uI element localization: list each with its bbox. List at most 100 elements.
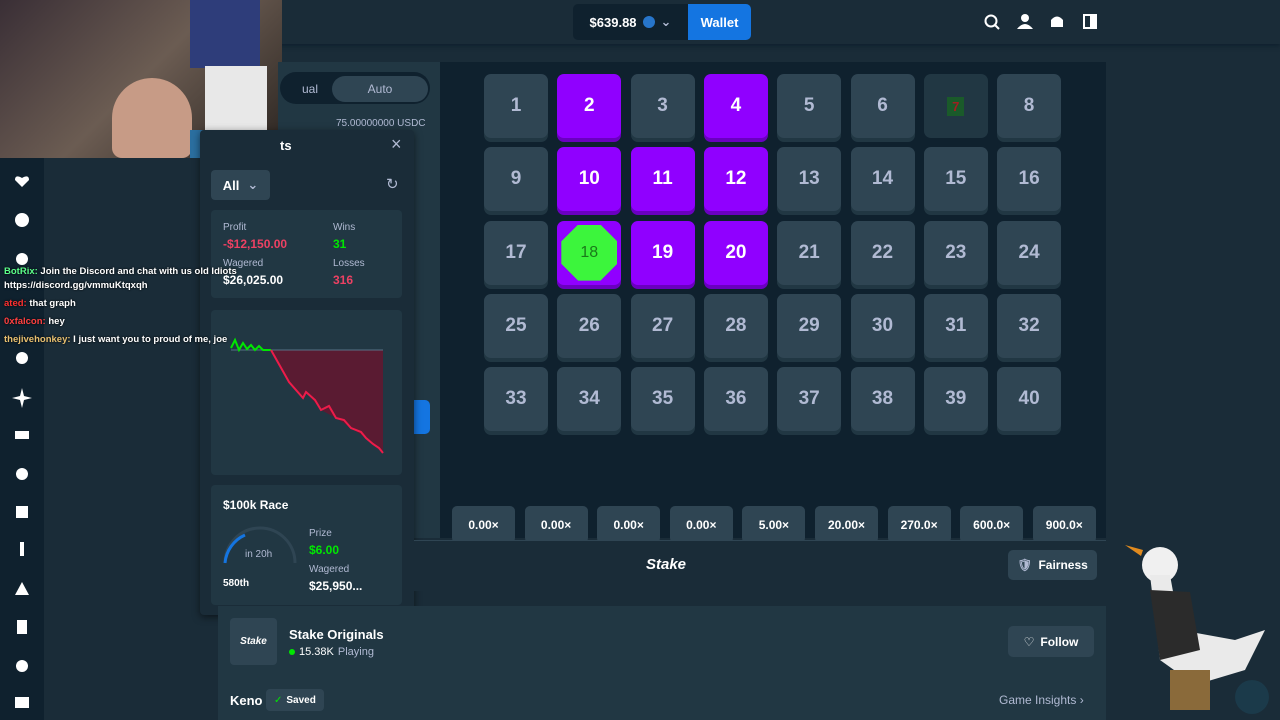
chat-user: ated: xyxy=(4,298,27,309)
profit: -$12,150.00 xyxy=(223,237,288,251)
tile-label: 3 xyxy=(657,95,668,116)
tab-manual[interactable]: ual xyxy=(301,82,318,96)
wins: 31 xyxy=(333,237,347,251)
filter-label: All xyxy=(222,177,240,193)
keno-tile[interactable]: 26 xyxy=(557,293,622,358)
chat-user: BotRix: xyxy=(4,266,38,277)
keno-tile[interactable]: 23 xyxy=(923,220,988,285)
balance[interactable]: $639.88 ⌄ xyxy=(573,4,688,40)
payout: 0.00× xyxy=(452,506,515,543)
keno-tile[interactable]: 40 xyxy=(997,367,1062,432)
chat-user: thejivehonkey: xyxy=(4,334,71,345)
saved-badge[interactable]: ✓ Saved xyxy=(266,689,324,711)
provider-name[interactable]: Stake Originals xyxy=(289,627,384,642)
chat-overlay: BotRix: Join the Discord and chat with u… xyxy=(0,266,260,356)
tile-label: 31 xyxy=(945,314,967,336)
keno-tile[interactable]: 6 xyxy=(850,74,915,138)
keno-tile[interactable]: 4 xyxy=(703,74,768,138)
keno-tile[interactable]: 21 xyxy=(777,220,842,285)
webcam-box xyxy=(190,0,260,68)
tile-label: 27 xyxy=(652,314,674,336)
stake-logo: Stake xyxy=(646,556,687,573)
keno-tile[interactable]: 34 xyxy=(557,367,622,432)
chat-line: 0xfalcon: hey xyxy=(4,316,65,327)
game-insights[interactable]: Game Insights › xyxy=(999,693,1084,707)
tile-label: 11 xyxy=(652,168,673,190)
chat-line: ated: that graph xyxy=(4,298,76,309)
tile-label: 22 xyxy=(871,241,894,263)
wagered-label: Wagered xyxy=(223,258,264,269)
tile-label: 12 xyxy=(725,168,747,190)
stats-filter[interactable]: All ⌄ xyxy=(211,170,270,200)
tile-label: 5 xyxy=(803,95,815,116)
keno-tile[interactable]: 14 xyxy=(850,147,915,212)
keno-tile[interactable]: 15 xyxy=(923,147,988,212)
tile-label: 10 xyxy=(578,168,600,190)
keno-tile[interactable]: 16 xyxy=(997,147,1062,212)
keno-tile[interactable]: 27 xyxy=(630,293,695,358)
keno-tile[interactable]: 17 xyxy=(484,220,548,285)
tile-label: 16 xyxy=(1018,168,1040,190)
race-title[interactable]: $100k Race xyxy=(223,498,289,512)
insights-label: Game Insights xyxy=(999,693,1077,707)
fairness-label: Fairness xyxy=(1038,558,1088,572)
tile-label: 14 xyxy=(871,168,894,190)
follow-button[interactable]: ♡ Follow xyxy=(1008,626,1094,657)
keno-tile[interactable]: 39 xyxy=(923,367,988,432)
keno-tile[interactable]: 8 xyxy=(997,74,1062,138)
profit-graph xyxy=(211,310,402,475)
bet-amount: 75.00000000 USDC xyxy=(336,118,426,129)
race-rank: 580th xyxy=(223,578,250,589)
stats-title: ts xyxy=(280,138,292,153)
keno-tile[interactable]: 29 xyxy=(777,293,842,358)
keno-tile[interactable]: 25 xyxy=(484,293,548,358)
close-button[interactable]: × xyxy=(391,134,402,154)
chat-user: 0xfalcon: xyxy=(4,316,46,327)
keno-tile[interactable]: 3 xyxy=(630,74,695,138)
tile-label: 36 xyxy=(725,388,747,410)
keno-tile[interactable]: 32 xyxy=(997,293,1062,358)
keno-tile[interactable]: 33 xyxy=(484,367,548,432)
keno-tile[interactable]: 30 xyxy=(850,293,915,358)
refresh-button[interactable]: ↻ xyxy=(386,176,399,193)
keno-tile[interactable]: 18 xyxy=(557,220,622,285)
keno-tile[interactable]: 9 xyxy=(484,147,548,212)
balance-amount: $639.88 xyxy=(589,14,637,30)
keno-tile[interactable]: 1 xyxy=(484,74,548,138)
follow-label: Follow xyxy=(1040,634,1079,649)
keno-tile[interactable]: 5 xyxy=(777,74,842,138)
keno-tile[interactable]: 31 xyxy=(923,293,988,358)
tab-auto[interactable]: Auto xyxy=(332,76,428,102)
keno-tile[interactable]: 11 xyxy=(630,147,695,212)
keno-tile[interactable]: 19 xyxy=(630,220,695,285)
keno-tile[interactable]: 37 xyxy=(777,367,842,432)
tile-label: 17 xyxy=(505,241,527,263)
keno-tile[interactable]: 7 xyxy=(923,74,988,138)
wallet-button[interactable]: Wallet xyxy=(688,4,751,40)
keno-tile[interactable]: 24 xyxy=(997,220,1062,285)
race-time: in 20h xyxy=(245,549,273,560)
prize-label: Prize xyxy=(309,528,332,539)
tile-label: 23 xyxy=(945,241,967,263)
goose-overlay xyxy=(1125,545,1269,714)
keno-tile[interactable]: 12 xyxy=(703,147,768,212)
keno-tile[interactable]: 35 xyxy=(630,367,695,432)
tile-label: 24 xyxy=(1018,241,1040,263)
losses-label: Losses xyxy=(333,258,365,269)
keno-tile[interactable]: 36 xyxy=(703,367,768,432)
tile-label: 40 xyxy=(1018,388,1040,410)
payout: 600.0× xyxy=(960,506,1024,543)
tile-label: 7 xyxy=(947,96,965,116)
keno-tile[interactable]: 22 xyxy=(850,220,915,285)
keno-tile[interactable]: 2 xyxy=(557,74,622,138)
tile-label: 19 xyxy=(652,241,674,263)
keno-tile[interactable]: 20 xyxy=(703,220,768,285)
keno-tile[interactable]: 13 xyxy=(777,147,842,212)
chat-message: that graph xyxy=(29,298,76,309)
tile-label: 8 xyxy=(1023,95,1035,116)
keno-tile[interactable]: 28 xyxy=(703,293,768,358)
keno-tile[interactable]: 10 xyxy=(557,147,622,212)
fairness-button[interactable]: 🛡 Fairness xyxy=(1008,550,1097,580)
keno-tile[interactable]: 38 xyxy=(850,367,915,432)
tile-label: 20 xyxy=(725,241,747,263)
